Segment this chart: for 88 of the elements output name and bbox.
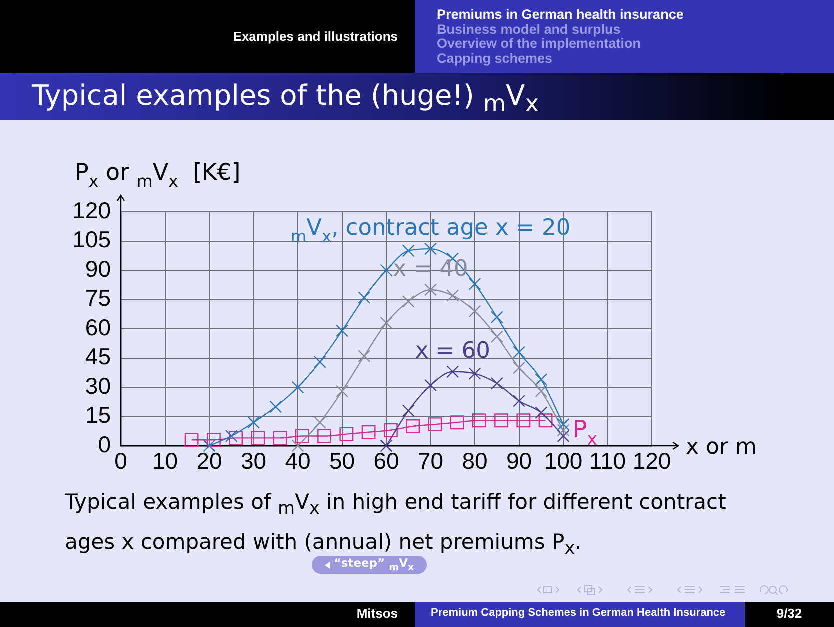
x-tick-label: 50 — [329, 448, 356, 474]
point — [251, 431, 266, 446]
point — [424, 242, 438, 256]
point — [340, 427, 354, 442]
point — [402, 244, 415, 258]
text: Mitsos — [356, 606, 398, 621]
point — [512, 362, 526, 374]
point — [318, 429, 332, 444]
y-tick-label: 0 — [98, 431, 111, 458]
x-tick-label: 100 — [544, 448, 583, 474]
point — [336, 385, 349, 398]
point — [314, 416, 326, 429]
point — [490, 311, 504, 324]
point — [380, 316, 393, 330]
point — [380, 264, 393, 277]
point — [512, 346, 526, 359]
point — [535, 406, 548, 420]
point — [292, 381, 304, 394]
point — [468, 368, 482, 380]
point — [273, 431, 288, 446]
text: Premium Capping Schemes in German Health Insurance — [431, 607, 726, 619]
point — [358, 292, 371, 304]
y-tick-label: 30 — [85, 372, 111, 399]
point — [406, 420, 420, 434]
point — [362, 425, 376, 440]
text: Examples and illustrations — [232, 29, 398, 44]
x-tick-label: 10 — [152, 448, 178, 474]
point — [468, 278, 482, 290]
point — [490, 377, 504, 390]
point — [490, 330, 504, 344]
point — [380, 440, 393, 452]
y-tick-label: 45 — [85, 344, 111, 370]
point — [538, 414, 553, 428]
y-tick-label: 120 — [72, 197, 111, 224]
link-button: “steep” $_{m}$V$_{x}$ — [312, 556, 427, 574]
text: Premiums in German health insurance — [437, 7, 684, 22]
point — [295, 429, 310, 444]
point — [336, 324, 349, 338]
x-axis-title: x or m — [686, 435, 757, 460]
x-tick-label: 30 — [240, 448, 267, 474]
x-tick-label: 0 — [114, 448, 128, 474]
point — [203, 440, 216, 452]
point — [557, 424, 570, 437]
x-tick-label: 40 — [285, 448, 311, 474]
point — [468, 305, 482, 318]
point — [428, 418, 442, 432]
point — [446, 366, 460, 378]
point — [535, 385, 548, 398]
point — [225, 430, 238, 443]
x-tick-label: 120 — [632, 448, 672, 474]
text: Business model and surplus — [437, 22, 621, 37]
point — [358, 350, 371, 363]
point — [229, 431, 244, 446]
y-tick-label: 105 — [72, 226, 111, 253]
x-tick-label: 110 — [589, 448, 626, 474]
point — [424, 284, 438, 296]
point — [292, 440, 304, 452]
y-tick-label: 15 — [85, 402, 111, 428]
point — [424, 379, 438, 392]
point — [472, 414, 486, 428]
point — [402, 295, 415, 308]
x-tick-label: 20 — [196, 448, 222, 474]
y-tick-label: 90 — [85, 256, 111, 282]
x-tick-label: 80 — [462, 448, 488, 474]
point — [247, 416, 260, 429]
point — [535, 373, 548, 386]
point — [516, 414, 531, 428]
point — [206, 433, 221, 448]
point — [450, 416, 464, 430]
point — [557, 430, 570, 443]
point — [384, 423, 398, 438]
point — [494, 414, 509, 428]
point — [270, 400, 282, 414]
point — [557, 418, 570, 431]
y-tick-label: 75 — [85, 285, 111, 312]
x-tick-label: 70 — [418, 448, 444, 474]
point — [314, 356, 326, 368]
point — [402, 404, 415, 418]
chart-title: Typical examples of the (huge!) $_{m}$V$_{x}$ — [32, 78, 540, 120]
x-tick-label: 90 — [506, 448, 532, 474]
text: Capping schemes — [437, 50, 553, 66]
text: Overview of the implementation — [437, 36, 642, 52]
point — [512, 394, 526, 408]
point — [184, 433, 199, 448]
point — [446, 290, 460, 302]
text: 9/32 — [776, 606, 804, 621]
y-tick-label: 60 — [85, 314, 111, 340]
x-tick-label: 60 — [374, 448, 400, 474]
